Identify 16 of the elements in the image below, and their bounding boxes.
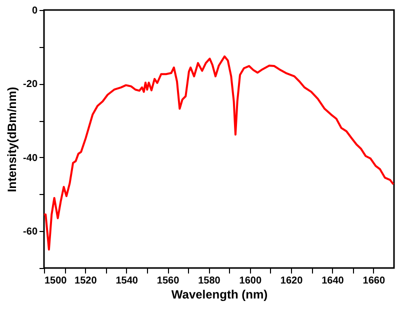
- x-tick-label: 1640: [322, 276, 344, 286]
- y-tick-label: -20: [23, 79, 38, 90]
- x-tick-label: 1620: [280, 276, 304, 286]
- x-tick-label: 1600: [239, 276, 262, 286]
- y-tick-label: -40: [23, 152, 38, 164]
- x-tick-label: 1540: [116, 276, 138, 286]
- line-series: [43, 55, 394, 251]
- x-tick-label: 1520: [74, 276, 98, 286]
- x-tick-label: 1560: [156, 276, 180, 286]
- x-axis-title: Wavelength (nm): [171, 288, 268, 302]
- y-tick-label: 0: [32, 6, 38, 16]
- x-tick-label: 1580: [198, 276, 221, 286]
- x-tick-label: 1660: [362, 276, 386, 286]
- x-tick-label: 1500: [44, 276, 68, 286]
- y-axis-title: Intensity(dBm/nm): [5, 86, 20, 192]
- y-tick-label: -60: [23, 226, 38, 238]
